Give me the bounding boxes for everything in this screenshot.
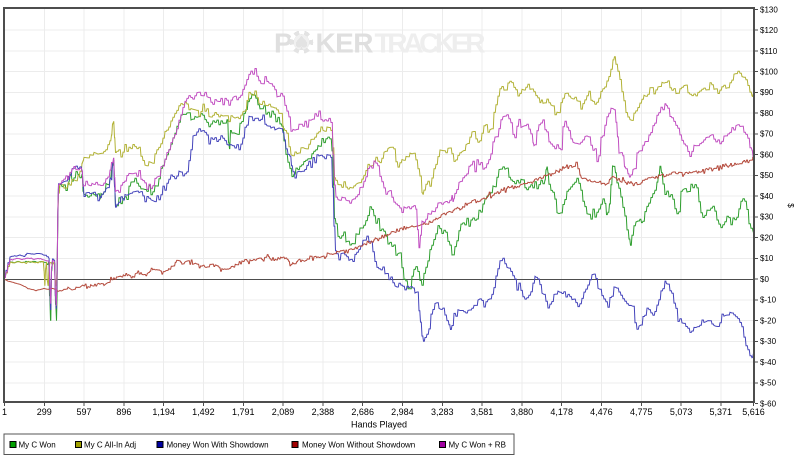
svg-text:$130: $130 [760, 5, 778, 14]
svg-text:My C Won + RB: My C Won + RB [449, 441, 506, 450]
svg-text:1: 1 [2, 407, 7, 417]
svg-text:$-60: $-60 [760, 399, 777, 408]
svg-text:2,686: 2,686 [351, 407, 374, 417]
svg-text:597: 597 [76, 407, 91, 417]
svg-text:5,616: 5,616 [742, 407, 765, 417]
svg-text:Money Won Without Showdown: Money Won Without Showdown [302, 441, 415, 450]
svg-text:4,775: 4,775 [630, 407, 653, 417]
svg-text:2,388: 2,388 [312, 407, 335, 417]
svg-text:P: P [274, 28, 293, 59]
svg-text:My C Won: My C Won [19, 441, 56, 450]
svg-text:My C All-In Adj: My C All-In Adj [84, 441, 136, 450]
svg-text:4,476: 4,476 [590, 407, 613, 417]
svg-text:Money Won With Showdown: Money Won With Showdown [167, 441, 269, 450]
svg-text:$20: $20 [760, 233, 774, 242]
svg-text:299: 299 [37, 407, 52, 417]
svg-text:3,880: 3,880 [511, 407, 534, 417]
svg-text:$0: $0 [760, 275, 769, 284]
svg-text:1,194: 1,194 [152, 407, 175, 417]
svg-text:$40: $40 [760, 192, 774, 201]
svg-text:2,984: 2,984 [391, 407, 414, 417]
svg-text:1,791: 1,791 [232, 407, 255, 417]
svg-text:$80: $80 [760, 109, 774, 118]
svg-text:$90: $90 [760, 88, 774, 97]
svg-text:TRACKER: TRACKER [375, 28, 486, 59]
svg-text:3,283: 3,283 [431, 407, 454, 417]
svg-text:$50: $50 [760, 171, 774, 180]
svg-text:5,371: 5,371 [710, 407, 733, 417]
svg-text:5,073: 5,073 [670, 407, 693, 417]
svg-text:1,492: 1,492 [192, 407, 215, 417]
svg-text:4,178: 4,178 [550, 407, 573, 417]
svg-text:2,089: 2,089 [272, 407, 295, 417]
svg-text:$70: $70 [760, 130, 774, 139]
svg-text:$-40: $-40 [760, 358, 777, 367]
svg-text:3,581: 3,581 [471, 407, 494, 417]
svg-text:$10: $10 [760, 254, 774, 263]
svg-text:$110: $110 [760, 47, 778, 56]
svg-text:$100: $100 [760, 68, 778, 77]
svg-text:896: 896 [116, 407, 131, 417]
svg-text:KER: KER [316, 28, 374, 59]
svg-text:$-50: $-50 [760, 379, 777, 388]
svg-text:$-10: $-10 [760, 296, 777, 305]
svg-text:$120: $120 [760, 26, 778, 35]
svg-text:$-30: $-30 [760, 337, 777, 346]
svg-text:$30: $30 [760, 213, 774, 222]
svg-text:$: $ [786, 203, 795, 208]
svg-text:$60: $60 [760, 151, 774, 160]
svg-text:$-20: $-20 [760, 316, 777, 325]
svg-text:Hands Played: Hands Played [351, 420, 407, 430]
